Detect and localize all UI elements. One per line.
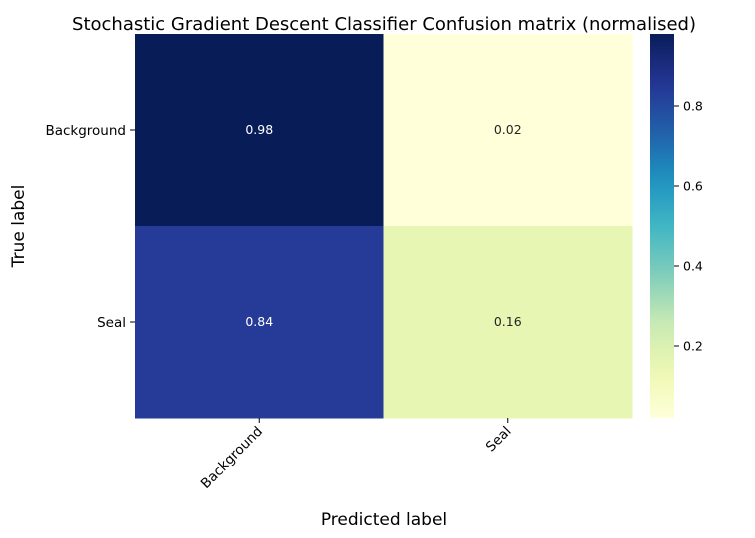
colorbar-tick-label: 0.4 — [683, 259, 703, 274]
heatmap-cell-value: 0.02 — [494, 122, 522, 137]
heatmap-cell — [383, 226, 633, 419]
heatmap-cell-labels: 0.98 0.02 0.84 0.16 — [245, 122, 521, 329]
heatmap-cell-value: 0.98 — [245, 122, 273, 137]
colorbar — [650, 34, 674, 418]
heatmap-cell — [135, 226, 384, 419]
heatmap-cell — [383, 34, 633, 227]
x-tick-label: Background — [198, 424, 266, 492]
heatmap-cell — [135, 34, 384, 227]
x-tick-label: Seal — [483, 424, 515, 456]
colorbar-tick-label: 0.2 — [683, 339, 703, 354]
chart-title: Stochastic Gradient Descent Classifier C… — [72, 14, 696, 35]
y-tick-label: Background — [45, 123, 126, 139]
heatmap-cell-value: 0.84 — [245, 314, 273, 329]
colorbar-ticks: 0.2 0.4 0.6 0.8 — [674, 99, 703, 354]
heatmap-cell-value: 0.16 — [494, 314, 522, 329]
heatmap-cells — [135, 34, 633, 419]
y-axis-label: True label — [9, 185, 29, 269]
colorbar-tick-label: 0.6 — [683, 179, 703, 194]
y-axis-ticks: Background Seal — [45, 123, 135, 331]
colorbar-tick-label: 0.8 — [683, 99, 703, 114]
y-tick-label: Seal — [97, 315, 126, 331]
x-axis-ticks: Background Seal — [198, 418, 515, 492]
x-axis-label: Predicted label — [321, 510, 447, 530]
